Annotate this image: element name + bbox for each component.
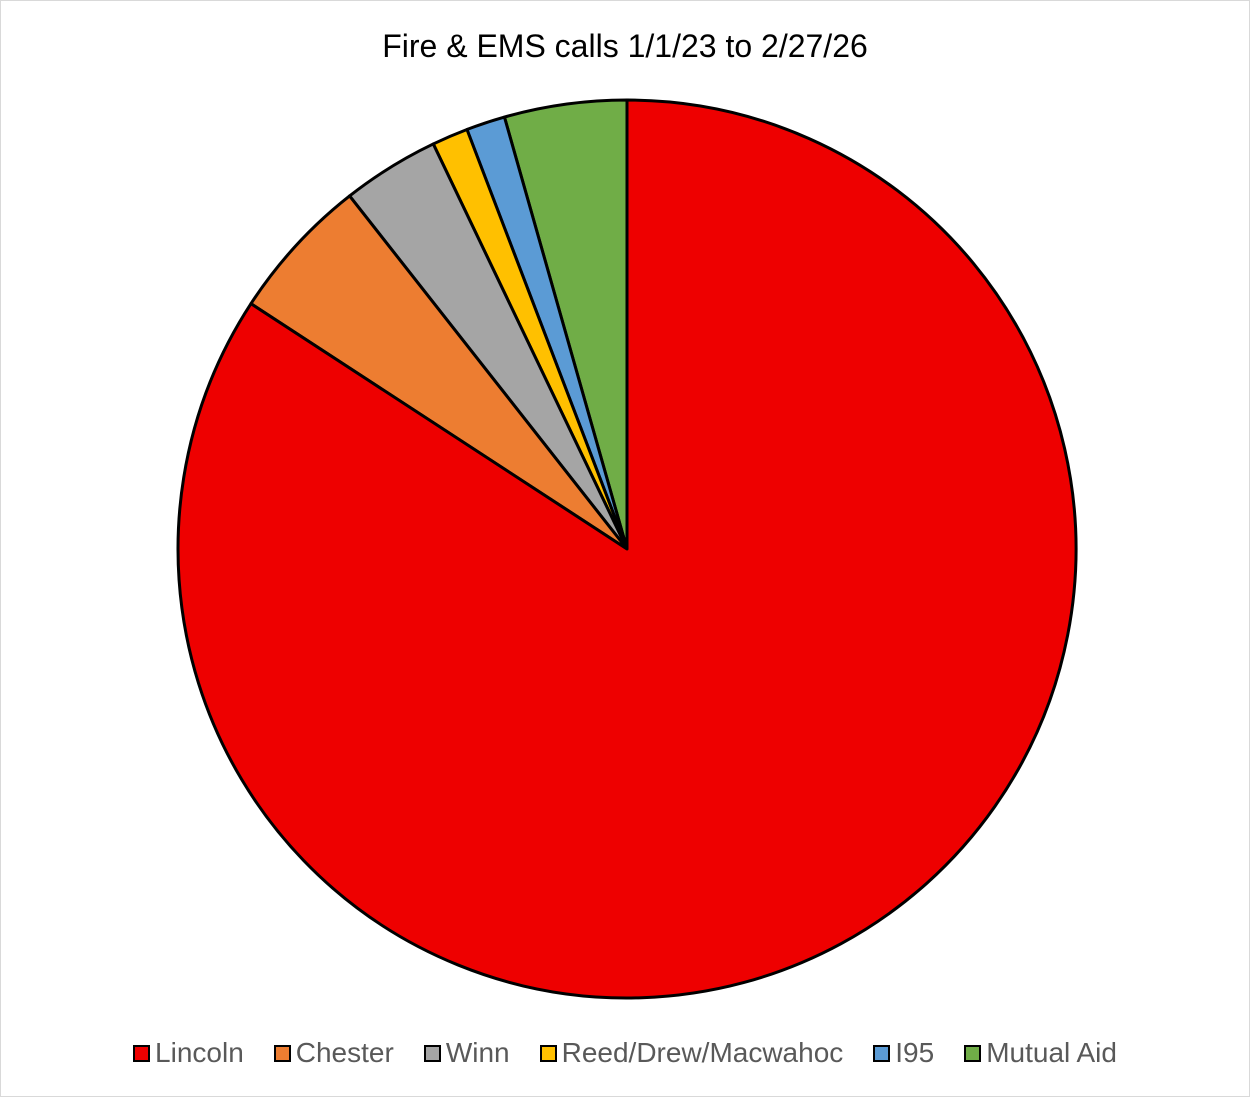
legend-label-chester: Chester [295, 1037, 394, 1068]
legend-item-chester: Chester [273, 1036, 394, 1070]
legend-item-reed-drew-macwahoc: Reed/Drew/Macwahoc [539, 1036, 844, 1070]
legend-label-i95: I95 [895, 1037, 935, 1068]
legend-swatch-mutual-aid [964, 1044, 982, 1062]
legend-swatch-i95 [873, 1044, 891, 1062]
pie-slice-lincoln [176, 98, 1078, 1000]
legend-item-winn: Winn [423, 1036, 510, 1070]
legend-label-lincoln: Lincoln [155, 1037, 244, 1068]
legend-item-lincoln: Lincoln [133, 1036, 244, 1070]
legend-swatch-winn [423, 1044, 441, 1062]
legend-item-i95: I95 [873, 1036, 934, 1070]
legend-item-mutual-aid: Mutual Aid [964, 1036, 1117, 1070]
legend-swatch-lincoln [133, 1044, 151, 1062]
chart-title: Fire & EMS calls 1/1/23 to 2/27/26 [382, 28, 868, 64]
legend-swatch-reed-drew-macwahoc [539, 1044, 557, 1062]
legend-label-winn: Winn [445, 1037, 510, 1068]
legend: Lincoln Chester Winn Reed/Drew/Macwahoc I95 M… [0, 1036, 1250, 1070]
pie-slice-chester [249, 194, 629, 551]
legend-label-mutual-aid: Mutual Aid [986, 1037, 1117, 1068]
legend-label-reed-drew-macwahoc: Reed/Drew/Macwahoc [561, 1037, 844, 1068]
legend-swatch-chester [273, 1044, 291, 1062]
